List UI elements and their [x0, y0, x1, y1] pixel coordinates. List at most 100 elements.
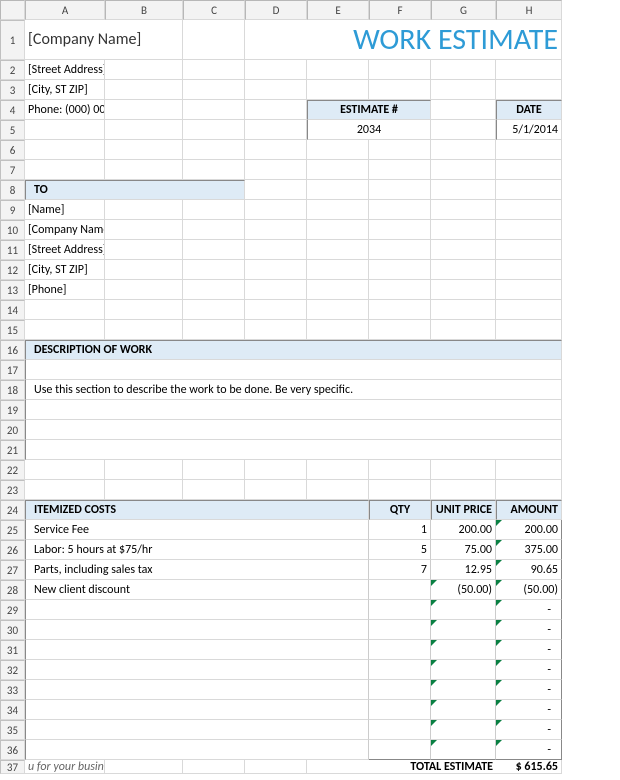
- cell[interactable]: [105, 300, 183, 320]
- row-7[interactable]: 7: [0, 160, 25, 180]
- cell[interactable]: [369, 720, 431, 740]
- row-18[interactable]: 18: [0, 380, 25, 400]
- to-street[interactable]: [Street Address]: [25, 240, 105, 260]
- cell[interactable]: [25, 600, 369, 620]
- col-C[interactable]: C: [183, 0, 245, 20]
- cell[interactable]: [105, 200, 183, 220]
- cell[interactable]: [369, 260, 431, 280]
- cell[interactable]: [307, 320, 369, 340]
- cell[interactable]: [105, 120, 183, 140]
- cell[interactable]: [245, 280, 307, 300]
- corner-cell[interactable]: [0, 0, 25, 20]
- cell[interactable]: [25, 300, 105, 320]
- cell[interactable]: [183, 460, 245, 480]
- cell[interactable]: [245, 260, 307, 280]
- cell[interactable]: [369, 140, 431, 160]
- cell[interactable]: [183, 200, 245, 220]
- spreadsheet-grid[interactable]: A B C D E F G H 1 [Company Name] WORK ES…: [0, 0, 620, 780]
- cell[interactable]: [496, 200, 562, 220]
- cell[interactable]: [183, 300, 245, 320]
- cell[interactable]: [245, 760, 307, 774]
- cell[interactable]: [369, 660, 431, 680]
- costs-hdr[interactable]: ITEMIZED COSTS: [25, 500, 369, 520]
- cell[interactable]: [431, 220, 496, 240]
- cell[interactable]: [105, 320, 183, 340]
- cell[interactable]: [496, 300, 562, 320]
- cell[interactable]: [369, 240, 431, 260]
- row-31[interactable]: 31: [0, 640, 25, 660]
- row-24[interactable]: 24: [0, 500, 25, 520]
- cell[interactable]: [496, 160, 562, 180]
- to-name[interactable]: [Name]: [25, 200, 105, 220]
- row-28[interactable]: 28: [0, 580, 25, 600]
- cell[interactable]: [25, 140, 105, 160]
- cell[interactable]: [245, 160, 307, 180]
- cell[interactable]: [183, 760, 245, 774]
- cell[interactable]: [431, 480, 496, 500]
- cell[interactable]: [245, 200, 307, 220]
- cell[interactable]: [183, 100, 245, 120]
- cell[interactable]: [431, 120, 496, 140]
- item-amt[interactable]: -: [496, 600, 562, 620]
- cell[interactable]: [25, 400, 562, 420]
- cell[interactable]: [496, 60, 562, 80]
- cell[interactable]: [183, 320, 245, 340]
- cell[interactable]: [245, 80, 307, 100]
- cell[interactable]: [25, 360, 562, 380]
- col-D[interactable]: D: [245, 0, 307, 20]
- cell[interactable]: [245, 120, 307, 140]
- cell[interactable]: [369, 460, 431, 480]
- cell[interactable]: [369, 740, 431, 760]
- item-qty[interactable]: 7: [369, 560, 431, 580]
- cell[interactable]: [105, 460, 183, 480]
- cell[interactable]: [245, 100, 307, 120]
- amt-hdr[interactable]: AMOUNT: [496, 500, 562, 520]
- cell[interactable]: [431, 740, 496, 760]
- row-22[interactable]: 22: [0, 460, 25, 480]
- city[interactable]: [City, ST ZIP]: [25, 80, 105, 100]
- item-qty[interactable]: 5: [369, 540, 431, 560]
- cell[interactable]: [183, 480, 245, 500]
- cell[interactable]: [105, 480, 183, 500]
- street[interactable]: [Street Address]: [25, 60, 105, 80]
- estimate-num[interactable]: 2034: [307, 120, 431, 140]
- cell[interactable]: [369, 80, 431, 100]
- cell[interactable]: [369, 160, 431, 180]
- company-name[interactable]: [Company Name]: [25, 20, 183, 60]
- cell[interactable]: [496, 480, 562, 500]
- col-B[interactable]: B: [105, 0, 183, 20]
- cell[interactable]: [183, 280, 245, 300]
- cell[interactable]: [245, 60, 307, 80]
- cell[interactable]: [431, 320, 496, 340]
- row-8[interactable]: 8: [0, 180, 25, 200]
- cell[interactable]: [183, 260, 245, 280]
- cell[interactable]: [25, 120, 105, 140]
- cell[interactable]: [307, 60, 369, 80]
- cell[interactable]: [25, 740, 369, 760]
- row-10[interactable]: 10: [0, 220, 25, 240]
- cell[interactable]: [307, 200, 369, 220]
- row-36[interactable]: 36: [0, 740, 25, 760]
- cell[interactable]: [496, 280, 562, 300]
- item-amt[interactable]: -: [496, 620, 562, 640]
- row-12[interactable]: 12: [0, 260, 25, 280]
- row-20[interactable]: 20: [0, 420, 25, 440]
- cell[interactable]: [431, 720, 496, 740]
- row-30[interactable]: 30: [0, 620, 25, 640]
- row-29[interactable]: 29: [0, 600, 25, 620]
- row-25[interactable]: 25: [0, 520, 25, 540]
- cell[interactable]: [183, 140, 245, 160]
- desc-text[interactable]: Use this section to describe the work to…: [25, 380, 562, 400]
- cell[interactable]: [369, 60, 431, 80]
- item-amt[interactable]: -: [496, 660, 562, 680]
- cell[interactable]: [431, 280, 496, 300]
- cell[interactable]: [245, 180, 307, 200]
- cell[interactable]: [307, 460, 369, 480]
- title[interactable]: WORK ESTIMATE: [245, 20, 562, 60]
- cell[interactable]: [245, 220, 307, 240]
- item-amt[interactable]: -: [496, 680, 562, 700]
- date-val[interactable]: 5/1/2014: [496, 120, 562, 140]
- qty-hdr[interactable]: QTY: [369, 500, 431, 520]
- cell[interactable]: [245, 480, 307, 500]
- cell[interactable]: [245, 320, 307, 340]
